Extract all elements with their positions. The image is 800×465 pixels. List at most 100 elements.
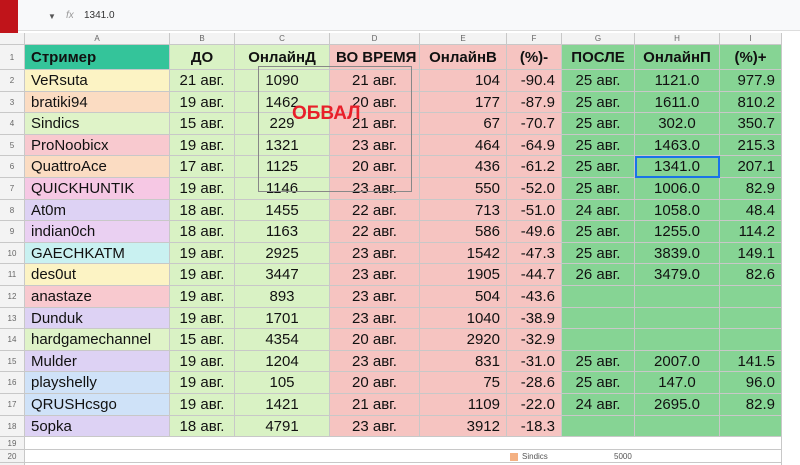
cell[interactable]: 21 авг. <box>330 113 420 135</box>
cell[interactable]: At0m <box>25 199 170 222</box>
cell[interactable]: 25 авг. <box>562 113 635 135</box>
cell[interactable]: QuattroAce <box>25 156 170 178</box>
cell[interactable]: 3839.0 <box>635 242 720 265</box>
cell[interactable]: 2925 <box>235 242 330 265</box>
row-number[interactable]: 7 <box>0 178 25 200</box>
cell[interactable]: 1204 <box>235 350 330 373</box>
cell[interactable]: 141.5 <box>720 350 782 373</box>
cell[interactable]: 19 авг. <box>170 242 235 265</box>
cell[interactable]: 1542 <box>420 242 507 265</box>
row-number[interactable]: 6 <box>0 156 25 178</box>
cell[interactable]: -87.9 <box>507 91 562 114</box>
cell[interactable]: 104 <box>420 70 507 92</box>
cell[interactable]: 1463.0 <box>635 134 720 157</box>
cell[interactable]: Dunduk <box>25 307 170 330</box>
cell[interactable]: 586 <box>420 221 507 243</box>
row-number[interactable]: 5 <box>0 134 25 157</box>
cell[interactable]: -18.3 <box>507 415 562 438</box>
cell[interactable]: 177 <box>420 91 507 114</box>
cell[interactable]: 24 авг. <box>562 199 635 222</box>
row-number[interactable]: 2 <box>0 70 25 92</box>
cell[interactable]: 25 авг. <box>562 156 635 178</box>
cell[interactable]: 1455 <box>235 199 330 222</box>
cell[interactable]: -49.6 <box>507 221 562 243</box>
column-header[interactable]: A <box>25 33 170 45</box>
cell[interactable]: 1163 <box>235 221 330 243</box>
cell[interactable]: -52.0 <box>507 178 562 200</box>
row-number[interactable]: 1 <box>0 45 25 70</box>
cell[interactable]: 24 авг. <box>562 394 635 416</box>
header-cell[interactable]: ОнлайнП <box>635 45 720 70</box>
cell[interactable] <box>562 307 635 330</box>
cell[interactable]: 20 авг. <box>330 329 420 351</box>
header-cell[interactable]: ВО ВРЕМЯ <box>330 45 420 70</box>
cell[interactable]: hardgamechannel <box>25 329 170 351</box>
cell[interactable]: 21 авг. <box>330 70 420 92</box>
cell[interactable]: 1905 <box>420 264 507 286</box>
cell[interactable] <box>562 329 635 351</box>
cell[interactable]: -43.6 <box>507 286 562 308</box>
cell[interactable]: 2920 <box>420 329 507 351</box>
cell[interactable]: 82.9 <box>720 394 782 416</box>
cell[interactable] <box>720 415 782 438</box>
row-number[interactable]: 14 <box>0 329 25 351</box>
cell[interactable] <box>562 415 635 438</box>
cell[interactable]: -31.0 <box>507 350 562 373</box>
cell[interactable]: 22 авг. <box>330 221 420 243</box>
cell[interactable]: Mulder <box>25 350 170 373</box>
cell[interactable] <box>635 286 720 308</box>
cell[interactable]: -44.7 <box>507 264 562 286</box>
cell[interactable] <box>562 286 635 308</box>
cell[interactable]: des0ut <box>25 264 170 286</box>
cell[interactable]: 23 авг. <box>330 286 420 308</box>
cell[interactable]: 550 <box>420 178 507 200</box>
row-number[interactable]: 11 <box>0 264 25 286</box>
cell[interactable]: 20 авг. <box>330 91 420 114</box>
cell[interactable]: 48.4 <box>720 199 782 222</box>
column-header[interactable]: B <box>170 33 235 45</box>
cell[interactable]: 22 авг. <box>330 199 420 222</box>
row-number[interactable]: 18 <box>0 415 25 438</box>
cell[interactable]: 82.6 <box>720 264 782 286</box>
cell[interactable]: 19 авг. <box>170 91 235 114</box>
cell[interactable]: -32.9 <box>507 329 562 351</box>
cell[interactable]: 504 <box>420 286 507 308</box>
cell[interactable]: 713 <box>420 199 507 222</box>
cell[interactable]: -38.9 <box>507 307 562 330</box>
cell[interactable]: 25 авг. <box>562 70 635 92</box>
cell[interactable]: 1006.0 <box>635 178 720 200</box>
cell[interactable]: 19 авг. <box>170 372 235 394</box>
cell[interactable]: 26 авг. <box>562 264 635 286</box>
cell[interactable]: 977.9 <box>720 70 782 92</box>
cell[interactable]: 23 авг. <box>330 178 420 200</box>
cell[interactable]: 114.2 <box>720 221 782 243</box>
cell[interactable]: 67 <box>420 113 507 135</box>
column-header[interactable]: C <box>235 33 330 45</box>
cell[interactable]: -90.4 <box>507 70 562 92</box>
cell[interactable]: 3912 <box>420 415 507 438</box>
row-number[interactable]: 12 <box>0 286 25 308</box>
cell[interactable]: bratiki94 <box>25 91 170 114</box>
cell[interactable]: 1255.0 <box>635 221 720 243</box>
cell[interactable]: -70.7 <box>507 113 562 135</box>
cell[interactable]: 18 авг. <box>170 199 235 222</box>
cell[interactable]: 25 авг. <box>562 350 635 373</box>
cell[interactable]: Sindics <box>25 113 170 135</box>
cell[interactable]: 19 авг. <box>170 350 235 373</box>
cell[interactable]: QUICKHUNTIK <box>25 178 170 200</box>
row-number[interactable]: 21 <box>0 463 25 465</box>
cell[interactable]: -51.0 <box>507 199 562 222</box>
cell[interactable]: 20 авг. <box>330 156 420 178</box>
cell[interactable]: QRUSHcsgo <box>25 394 170 416</box>
cell[interactable]: 1611.0 <box>635 91 720 114</box>
cell[interactable]: 1121.0 <box>635 70 720 92</box>
cell[interactable]: 350.7 <box>720 113 782 135</box>
column-header[interactable]: I <box>720 33 782 45</box>
cell[interactable]: 21 авг. <box>170 70 235 92</box>
cell[interactable]: 4791 <box>235 415 330 438</box>
cell[interactable]: 1701 <box>235 307 330 330</box>
cell[interactable]: 23 авг. <box>330 307 420 330</box>
cell[interactable]: 21 авг. <box>330 394 420 416</box>
cell[interactable]: 18 авг. <box>170 415 235 438</box>
cell[interactable]: 1109 <box>420 394 507 416</box>
